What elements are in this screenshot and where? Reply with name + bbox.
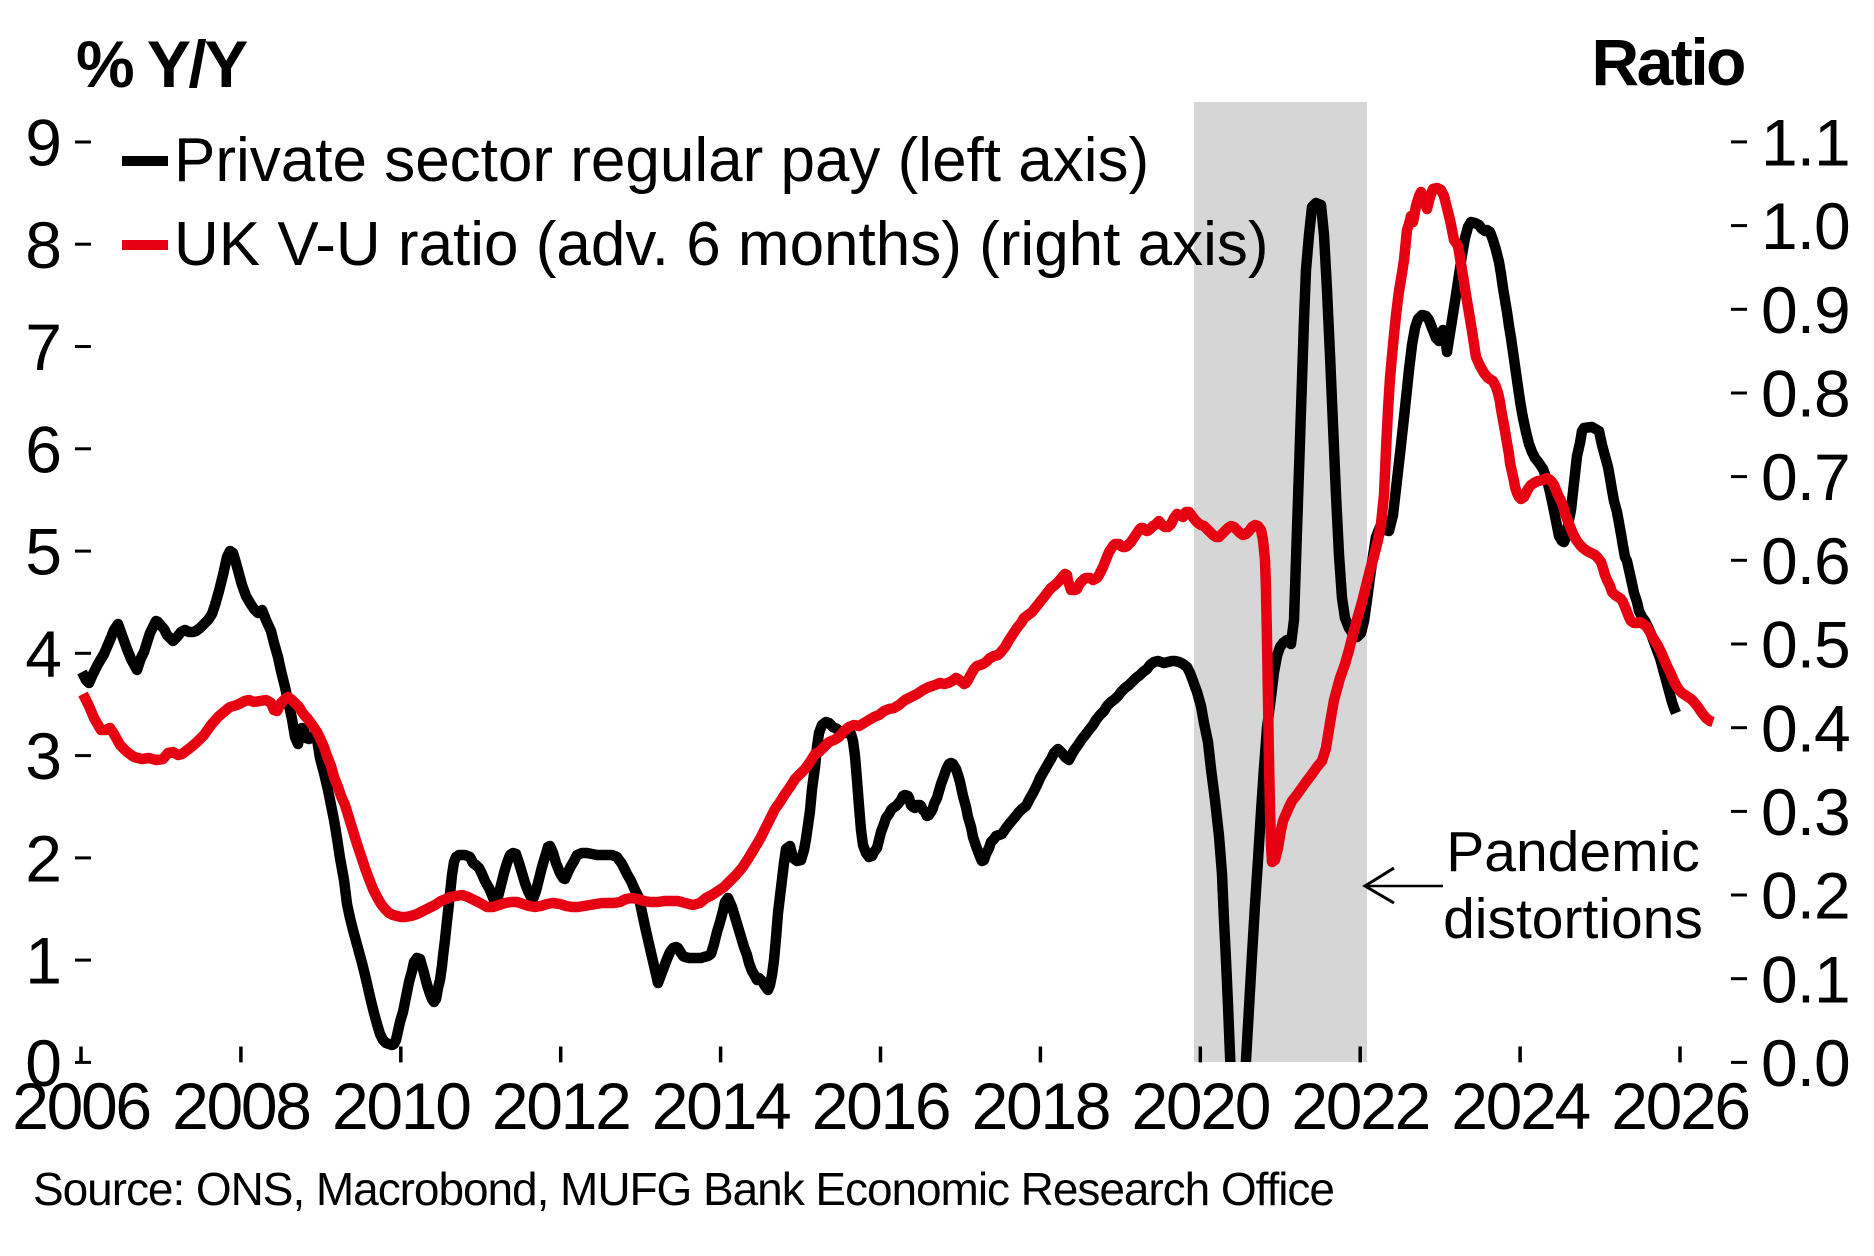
svg-text:0.7: 0.7 (1761, 440, 1850, 514)
svg-text:9: 9 (25, 106, 62, 180)
svg-text:Source: ONS, Macrobond, MUFG B: Source: ONS, Macrobond, MUFG Bank Econom… (33, 1163, 1334, 1215)
svg-text:2022: 2022 (1291, 1069, 1429, 1143)
svg-text:2008: 2008 (172, 1069, 310, 1143)
svg-text:UK V-U ratio (adv. 6 months) (: UK V-U ratio (adv. 6 months) (right axis… (174, 210, 1269, 279)
svg-text:8: 8 (25, 208, 62, 282)
svg-text:4: 4 (25, 617, 62, 691)
svg-text:1: 1 (25, 924, 62, 998)
svg-text:0.4: 0.4 (1761, 691, 1850, 765)
svg-text:1.1: 1.1 (1761, 106, 1850, 180)
svg-text:Pandemic: Pandemic (1446, 820, 1699, 884)
svg-text:7: 7 (25, 310, 62, 384)
svg-text:0.0: 0.0 (1761, 1026, 1850, 1100)
svg-text:1.0: 1.0 (1761, 189, 1850, 263)
svg-text:Ratio: Ratio (1592, 25, 1745, 99)
svg-text:3: 3 (25, 719, 62, 793)
svg-text:2024: 2024 (1451, 1069, 1589, 1143)
svg-text:2010: 2010 (332, 1069, 470, 1143)
svg-text:2020: 2020 (1131, 1069, 1269, 1143)
svg-text:Private sector regular pay (le: Private sector regular pay (left axis) (174, 126, 1149, 195)
svg-text:2: 2 (25, 822, 62, 896)
svg-text:0.5: 0.5 (1761, 608, 1850, 682)
svg-text:distortions: distortions (1443, 887, 1703, 951)
svg-text:0.2: 0.2 (1761, 859, 1850, 933)
svg-text:0.3: 0.3 (1761, 775, 1850, 849)
svg-text:0.8: 0.8 (1761, 357, 1850, 431)
svg-text:2014: 2014 (652, 1069, 790, 1143)
svg-text:6: 6 (25, 412, 62, 486)
svg-text:% Y/Y: % Y/Y (76, 27, 247, 101)
svg-text:2026: 2026 (1611, 1069, 1749, 1143)
svg-text:2006: 2006 (12, 1069, 150, 1143)
svg-text:0.6: 0.6 (1761, 524, 1850, 598)
svg-text:0: 0 (25, 1026, 62, 1100)
svg-text:5: 5 (25, 515, 62, 589)
svg-text:0.9: 0.9 (1761, 273, 1850, 347)
svg-text:0.1: 0.1 (1761, 942, 1850, 1016)
svg-text:2018: 2018 (972, 1069, 1110, 1143)
svg-text:2012: 2012 (492, 1069, 630, 1143)
svg-text:2016: 2016 (812, 1069, 950, 1143)
